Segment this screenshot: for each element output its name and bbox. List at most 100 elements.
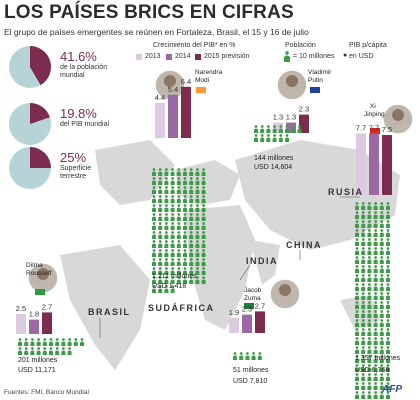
person-icon [189, 231, 194, 239]
person-icon [386, 301, 390, 309]
person-icon [183, 231, 187, 239]
person-icon [158, 267, 163, 275]
person-icon [164, 249, 169, 257]
person-icon [170, 222, 175, 230]
person-icon [361, 274, 366, 282]
person-icon [379, 247, 384, 255]
person-icon [164, 258, 169, 266]
bar-rusia-2013 [273, 122, 283, 133]
person-icon [367, 391, 372, 399]
bar-china-2014 [369, 133, 379, 195]
bar-label-brasil-2015: 2.7 [42, 302, 52, 311]
person-icon [355, 328, 359, 336]
person-icon [61, 338, 66, 346]
person-icon [195, 267, 200, 275]
person-icon [164, 195, 169, 203]
person-icon [170, 249, 175, 257]
person-icon [361, 283, 366, 291]
person-icon [373, 355, 378, 363]
person-icon [379, 274, 384, 282]
india-leader-name-2: Modi [195, 77, 210, 84]
person-icon [152, 240, 156, 248]
person-icon [373, 256, 378, 264]
person-icon [373, 382, 378, 390]
bar-label-rusia-2013: 1.3 [273, 113, 283, 122]
bar-label-china-2015: 7.5 [382, 125, 392, 134]
person-icon [195, 186, 200, 194]
person-icon [355, 310, 359, 318]
person-icon [355, 229, 359, 237]
stat-area-label-1: Superficie [60, 165, 92, 172]
person-icon [201, 267, 206, 275]
person-icon [386, 256, 390, 264]
person-icon [195, 249, 200, 257]
person-icon [189, 177, 194, 185]
person-icon [379, 211, 384, 219]
person-icon [183, 186, 187, 194]
afp-logo: AFP [382, 384, 402, 395]
person-icon [201, 195, 206, 203]
person-icon [272, 125, 277, 133]
stat-area-label-2: terrestre [60, 173, 87, 180]
bar-china-2013 [356, 133, 366, 195]
person-icon [260, 125, 265, 133]
person-icon [195, 258, 200, 266]
person-icon [379, 202, 384, 210]
person-icon [158, 231, 163, 239]
person-icon [367, 373, 372, 381]
person-icon [361, 301, 366, 309]
stat-gdp-label-1: del PIB mundial [60, 121, 110, 128]
person-icon [373, 265, 378, 273]
bar-label-sudáfrica-2013: 1.9 [229, 308, 239, 317]
person-icon [379, 229, 384, 237]
bar-india-2013 [155, 102, 165, 138]
person-icon [373, 310, 378, 318]
china-flag-icon [370, 128, 380, 134]
person-icon [42, 338, 47, 346]
person-icon [266, 134, 271, 142]
person-icon [367, 301, 372, 309]
brasil-leader-face [37, 268, 49, 280]
person-icon [367, 202, 372, 210]
person-icon [189, 186, 194, 194]
person-icon [355, 292, 359, 300]
person-icon [201, 231, 206, 239]
person-icon [257, 352, 262, 360]
stat-population-label-2: mundial [60, 72, 85, 79]
person-icon [355, 202, 359, 210]
person-icon [67, 347, 72, 355]
bar-sudáfrica-2013 [229, 317, 239, 333]
person-icon [386, 382, 390, 390]
person-icon [152, 267, 156, 275]
person-icon [164, 276, 169, 284]
person-icon [379, 238, 384, 246]
person-icon [176, 276, 181, 284]
person-icon [386, 229, 390, 237]
person-icon [195, 222, 200, 230]
person-icon [67, 338, 72, 346]
india-population: 1,211 millones [152, 273, 197, 280]
person-icon [297, 125, 302, 133]
person-icon [379, 391, 384, 399]
person-icon [152, 276, 156, 284]
person-icon [379, 256, 384, 264]
bar-brasil-2013 [16, 314, 26, 334]
person-icon [176, 204, 181, 212]
person-icon [355, 247, 359, 255]
person-icon [176, 231, 181, 239]
person-icon [361, 202, 366, 210]
person-icon [367, 274, 372, 282]
person-icon [36, 338, 41, 346]
person-icon [183, 168, 187, 176]
person-icon [42, 347, 47, 355]
person-icon [355, 364, 359, 372]
person-icon [201, 222, 206, 230]
person-icon [49, 338, 53, 346]
person-icon [170, 231, 175, 239]
china-leader-name-2: Jinping [364, 111, 385, 118]
person-icon [164, 267, 169, 275]
person-icon [361, 256, 366, 264]
person-icon [30, 338, 35, 346]
person-icon [170, 204, 175, 212]
